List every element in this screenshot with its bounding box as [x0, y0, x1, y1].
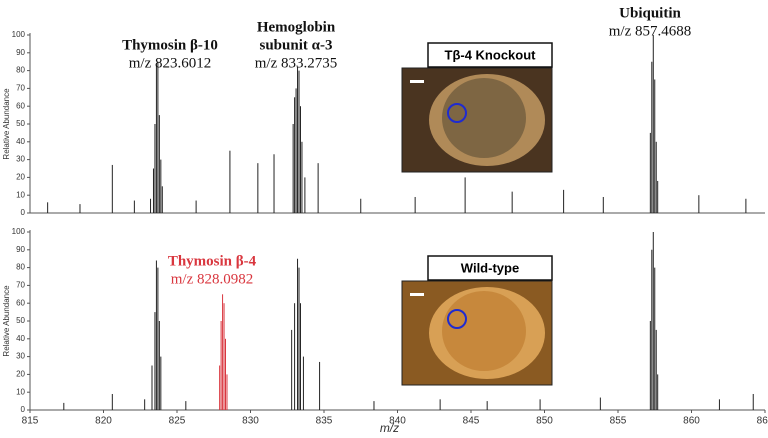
y-tick-label: 0 [21, 405, 26, 414]
x-tick-label: 855 [610, 416, 627, 427]
x-tick-label: 850 [536, 416, 553, 427]
x-tick-label: 830 [242, 416, 259, 427]
roi-circle [447, 103, 467, 123]
y-tick-label: 100 [12, 30, 26, 39]
y-tick-label: 50 [16, 119, 25, 128]
annotation-subtitle: m/z 833.2735 [255, 56, 338, 72]
inset-title: Tβ-4 Knockout [445, 47, 537, 62]
x-tick-label: 840 [389, 416, 406, 427]
y-tick-label: 50 [16, 316, 25, 325]
x-tick-label: 865 [757, 416, 768, 427]
x-axis-label: m/z [380, 421, 399, 435]
y-tick-label: 100 [12, 227, 26, 236]
x-tick-label: 820 [95, 416, 112, 427]
y-tick-label: 70 [16, 281, 25, 290]
scale-bar [410, 80, 424, 83]
inset: Tβ-4 Knockout [401, 42, 553, 173]
y-tick-label: 20 [16, 173, 25, 182]
y-axis-label: Relative Abundance [2, 88, 11, 160]
annotation-subtitle: m/z 823.6012 [129, 56, 212, 72]
y-tick-label: 30 [16, 352, 25, 361]
annotation-subtitle: m/z 857.4688 [609, 24, 692, 40]
y-tick-label: 40 [16, 334, 25, 343]
y-tick-label: 80 [16, 66, 25, 75]
y-tick-label: 90 [16, 245, 25, 254]
y-tick-label: 90 [16, 48, 25, 57]
x-tick-label: 845 [463, 416, 480, 427]
y-tick-label: 30 [16, 155, 25, 164]
annotation-subtitle: m/z 828.0982 [171, 272, 254, 288]
y-tick-label: 20 [16, 370, 25, 379]
annotation-title: Hemoglobin [257, 20, 336, 36]
annotation-title: Thymosin β-10 [122, 38, 218, 54]
y-tick-label: 70 [16, 84, 25, 93]
annotation-title: Thymosin β-4 [168, 254, 257, 270]
annotation-title: Ubiquitin [619, 6, 681, 22]
y-tick-label: 60 [16, 298, 25, 307]
roi-circle [447, 309, 467, 329]
y-tick-label: 0 [21, 208, 26, 217]
tissue-inner [442, 291, 526, 371]
y-tick-label: 60 [16, 101, 25, 110]
inset-title: Wild-type [461, 260, 519, 275]
tissue-inner [442, 78, 526, 158]
inset-title-box [427, 255, 553, 281]
x-tick-label: 835 [316, 416, 333, 427]
y-tick-label: 10 [16, 387, 25, 396]
inset: Wild-type [401, 255, 553, 386]
y-tick-label: 40 [16, 137, 25, 146]
annotation-title: subunit α-3 [260, 38, 333, 54]
x-tick-label: 860 [683, 416, 700, 427]
y-tick-label: 80 [16, 263, 25, 272]
x-tick-label: 825 [169, 416, 186, 427]
scale-bar [410, 293, 424, 296]
y-axis-label: Relative Abundance [2, 285, 11, 357]
y-tick-label: 10 [16, 190, 25, 199]
inset-title-box [427, 42, 553, 68]
x-tick-label: 815 [22, 416, 39, 427]
